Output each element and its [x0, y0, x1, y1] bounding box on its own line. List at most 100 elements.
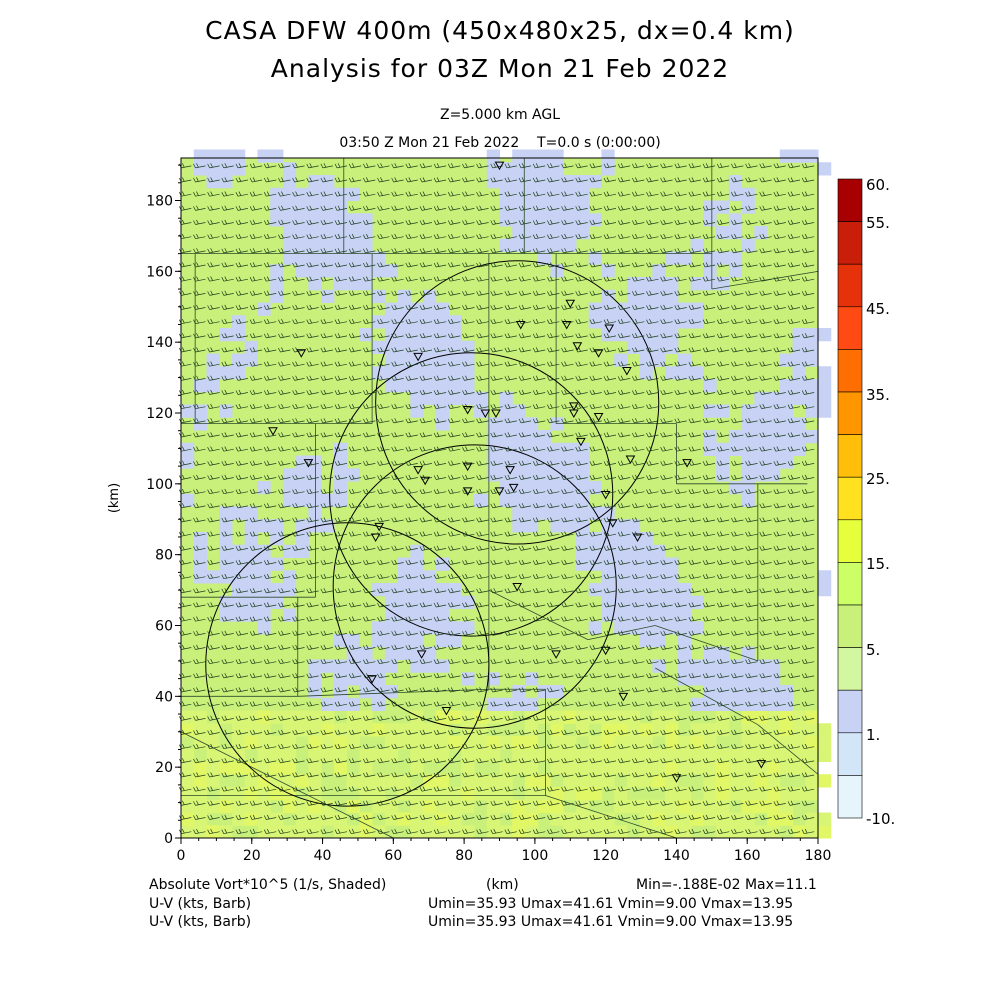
- wind-barb: [405, 233, 418, 240]
- colorbar-label: 60.: [866, 176, 890, 194]
- vorticity-cell: [384, 379, 399, 393]
- wind-barb: [716, 361, 730, 367]
- wind-barb: [532, 389, 546, 395]
- wind-barb: [617, 276, 631, 282]
- wind-barb: [306, 290, 319, 296]
- wind-barb: [759, 446, 772, 452]
- wind-barb: [547, 488, 560, 495]
- wind-barb: [589, 573, 602, 580]
- wind-barb: [589, 517, 602, 523]
- vorticity-cell: [333, 493, 348, 507]
- wind-barb: [278, 743, 291, 750]
- vorticity-cell: [741, 187, 755, 201]
- wind-barb: [462, 432, 475, 438]
- wind-barb: [787, 573, 801, 580]
- wind-barb: [405, 432, 418, 438]
- vorticity-cell: [397, 583, 411, 597]
- wind-barb: [391, 701, 404, 707]
- wind-barb: [405, 814, 418, 820]
- wind-barb: [504, 262, 517, 268]
- wind-barb: [278, 573, 291, 580]
- wind-barb: [617, 644, 631, 650]
- wind-barb: [348, 687, 362, 693]
- wind-barb: [688, 191, 701, 197]
- vorticity-cell: [359, 761, 373, 775]
- wind-barb: [617, 446, 631, 452]
- wind-barb: [193, 418, 206, 424]
- vorticity-cell: [512, 238, 526, 252]
- wind-barb: [660, 701, 673, 707]
- wind-barb: [306, 588, 319, 594]
- wind-barb: [688, 361, 701, 367]
- wind-barb: [249, 814, 263, 820]
- wind-barb: [603, 460, 617, 466]
- wind-barb: [688, 630, 701, 636]
- vorticity-cell: [614, 787, 628, 801]
- wind-barb: [278, 602, 291, 608]
- wind-barb: [320, 573, 333, 580]
- wind-barb: [801, 559, 815, 565]
- colorbar-swatch: [837, 689, 863, 734]
- vorticity-cell: [321, 200, 335, 214]
- wind-barb: [589, 772, 602, 778]
- wind-barb: [334, 177, 348, 183]
- wind-barb: [532, 503, 546, 509]
- wind-barb: [235, 517, 248, 523]
- wind-barb: [447, 347, 461, 353]
- wind-barb: [476, 418, 489, 424]
- x-tick-label: 140: [663, 848, 690, 864]
- wind-barb: [702, 573, 716, 580]
- wind-barb: [631, 616, 645, 622]
- vorticity-cell: [626, 748, 641, 762]
- wind-barb: [235, 432, 248, 438]
- wind-barb: [702, 304, 716, 310]
- wind-barb: [334, 347, 348, 353]
- wind-barb: [193, 318, 206, 325]
- wind-barb: [405, 361, 418, 367]
- wind-barb: [547, 333, 560, 339]
- vorticity-cell: [499, 175, 513, 189]
- wind-barb: [504, 573, 517, 580]
- wind-barb: [773, 814, 786, 820]
- vorticity-cell: [270, 761, 284, 775]
- wind-barb: [363, 262, 376, 268]
- vorticity-cell: [512, 519, 526, 533]
- wind-barb: [263, 517, 277, 523]
- wind-barb: [745, 403, 758, 410]
- wind-barb: [617, 233, 631, 240]
- vorticity-cell: [703, 697, 717, 711]
- wind-barb: [476, 191, 489, 197]
- wind-barb: [348, 446, 362, 452]
- vorticity-cell: [181, 761, 195, 775]
- wind-barb: [391, 446, 404, 452]
- wind-barb: [334, 800, 348, 806]
- radar-site-marker: [374, 522, 385, 532]
- wind-barb: [419, 177, 433, 183]
- vorticity-cell: [181, 710, 195, 724]
- wind-barb: [660, 503, 673, 509]
- wind-barb: [674, 800, 687, 806]
- wind-barb: [447, 602, 461, 608]
- wind-barb: [363, 786, 376, 792]
- wind-barb: [547, 205, 560, 211]
- wind-barb: [603, 786, 617, 792]
- vorticity-cell: [614, 723, 628, 737]
- wind-barb: [547, 276, 560, 282]
- vorticity-cell: [626, 710, 641, 724]
- wind-barb: [348, 658, 362, 665]
- radar-site-marker: [268, 427, 278, 436]
- wind-barb: [235, 361, 248, 367]
- vorticity-cell: [346, 468, 360, 482]
- wind-barb: [787, 248, 801, 254]
- vorticity-cell: [333, 723, 348, 737]
- vorticity-cell: [257, 825, 271, 839]
- wind-barb: [631, 743, 645, 750]
- wind-barb: [348, 347, 362, 353]
- vorticity-cell: [524, 238, 539, 252]
- wind-barb: [419, 616, 433, 622]
- vorticity-cell: [690, 366, 704, 380]
- wind-barb: [447, 403, 461, 410]
- wind-barb: [292, 602, 305, 608]
- wind-barb: [801, 545, 815, 551]
- wind-barb: [433, 333, 447, 339]
